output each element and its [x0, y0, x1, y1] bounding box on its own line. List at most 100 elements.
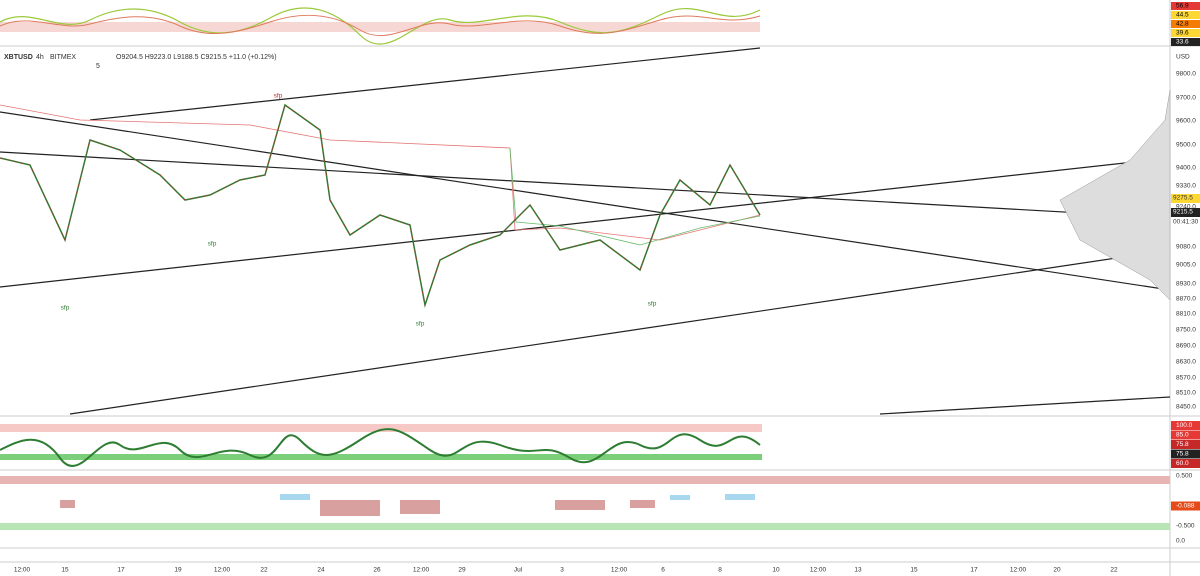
price-label: 8690.0	[1176, 343, 1196, 350]
price-label: 9080.0	[1176, 244, 1196, 251]
trend-lines	[0, 47, 1171, 415]
price-label: 8810.0	[1176, 311, 1196, 318]
osc-label: 85.0	[1176, 432, 1189, 439]
price-label: 9700.0	[1176, 95, 1196, 102]
time-label: 19	[174, 567, 182, 574]
time-label: 15	[61, 567, 69, 574]
hist-bottom-band	[0, 523, 1170, 530]
time-label: 8	[718, 567, 722, 574]
top-label-bg	[1171, 2, 1200, 10]
osc-label: 60.0	[1176, 460, 1189, 467]
price-label: 8750.0	[1176, 327, 1196, 334]
sfp-label: sfp	[274, 93, 283, 100]
ohlc: O9204.5 H9223.0 L9188.5 C9215.5 +11.0 (+…	[116, 54, 277, 61]
countdown: 00:41:30	[1173, 219, 1199, 226]
top-band	[0, 22, 760, 32]
price-label: 9400.0	[1176, 165, 1196, 172]
top-label-bg	[1171, 20, 1200, 28]
time-label: 17	[117, 567, 125, 574]
sfp-label: sfp	[208, 241, 217, 248]
time-label: 12:00	[611, 567, 628, 574]
time-label: 6	[661, 567, 665, 574]
osc-label-bg	[1171, 421, 1200, 430]
price-path	[0, 103, 761, 308]
hist-bars	[60, 500, 655, 516]
hist-label: 0.0	[1176, 538, 1185, 545]
price-label: 9240.0	[1176, 204, 1196, 211]
price-label: 8930.0	[1176, 281, 1196, 288]
sfp-label: sfp	[416, 321, 425, 328]
hist-label: -0.088	[1176, 503, 1195, 510]
last-price-bg	[1171, 194, 1200, 203]
time-label: 10	[772, 567, 780, 574]
osc-top-band	[0, 424, 762, 432]
close-price: 9215.5	[1173, 209, 1193, 216]
osc-label-bg	[1171, 430, 1200, 440]
time-label: Jul	[514, 567, 523, 574]
time-label: 12:00	[413, 567, 430, 574]
top-label: 42.8	[1176, 21, 1189, 28]
hist-label: 0.500	[1176, 473, 1193, 480]
top-label: 33.6	[1176, 39, 1189, 46]
price-label: 9600.0	[1176, 118, 1196, 125]
time-label: 12:00	[14, 567, 31, 574]
top-label: 44.5	[1176, 12, 1189, 19]
unit: USD	[1176, 54, 1190, 61]
time-label: 12:00	[214, 567, 231, 574]
osc-label-bg	[1171, 449, 1200, 459]
top-label-bg	[1171, 38, 1200, 46]
exchange: BITMEX	[50, 54, 76, 61]
symbol: XBTUSD	[4, 54, 33, 61]
top-label: 39.6	[1176, 30, 1189, 37]
price-label: 9800.0	[1176, 71, 1196, 78]
price-label: 8510.0	[1176, 390, 1196, 397]
osc-label: 75.8	[1176, 441, 1189, 448]
osc-line	[0, 428, 761, 467]
top-label-bg	[1171, 11, 1200, 19]
sfp-label: sfp	[648, 301, 657, 308]
price-label: 8870.0	[1176, 296, 1196, 303]
osc-label: 75.8	[1176, 451, 1189, 458]
price-label: 8630.0	[1176, 359, 1196, 366]
ma-line-2	[509, 147, 761, 246]
time-label: 26	[373, 567, 381, 574]
price-label: 9005.0	[1176, 262, 1196, 269]
osc-label-bg	[1171, 440, 1200, 449]
close-bg	[1171, 208, 1200, 217]
hist-bars-up	[280, 494, 755, 500]
time-label: 22	[1110, 567, 1118, 574]
price-label: 8570.0	[1176, 375, 1196, 382]
osc-bottom-band	[0, 454, 762, 460]
ma-line	[0, 104, 761, 241]
top-wave-2	[0, 14, 761, 36]
time-label: 22	[260, 567, 268, 574]
osc-label-bg	[1171, 459, 1200, 468]
volume-profile	[1059, 89, 1171, 301]
last-price: 9275.5	[1173, 195, 1193, 202]
top-wave	[0, 7, 761, 45]
time-label: 13	[854, 567, 862, 574]
top-label-bg	[1171, 29, 1200, 37]
hist-label-bg	[1171, 501, 1200, 511]
price-label: 9500.0	[1176, 142, 1196, 149]
top-label: 56.9	[1176, 3, 1189, 10]
osc-label: 100.0	[1176, 422, 1193, 429]
time-label: 29	[458, 567, 466, 574]
time-label: 20	[1053, 567, 1061, 574]
time-label: 15	[910, 567, 918, 574]
time-label: 12:00	[1010, 567, 1027, 574]
badge: 5	[96, 63, 100, 70]
time-label: 24	[317, 567, 325, 574]
hist-label: -0.500	[1176, 523, 1195, 530]
price-label: 8450.0	[1176, 404, 1196, 411]
hist-top-band	[0, 476, 1170, 484]
interval: 4h	[36, 54, 44, 61]
time-label: 17	[970, 567, 978, 574]
price-label: 9330.0	[1176, 183, 1196, 190]
sfp-label: sfp	[61, 305, 70, 312]
time-label: 12:00	[810, 567, 827, 574]
time-label: 3	[560, 567, 564, 574]
